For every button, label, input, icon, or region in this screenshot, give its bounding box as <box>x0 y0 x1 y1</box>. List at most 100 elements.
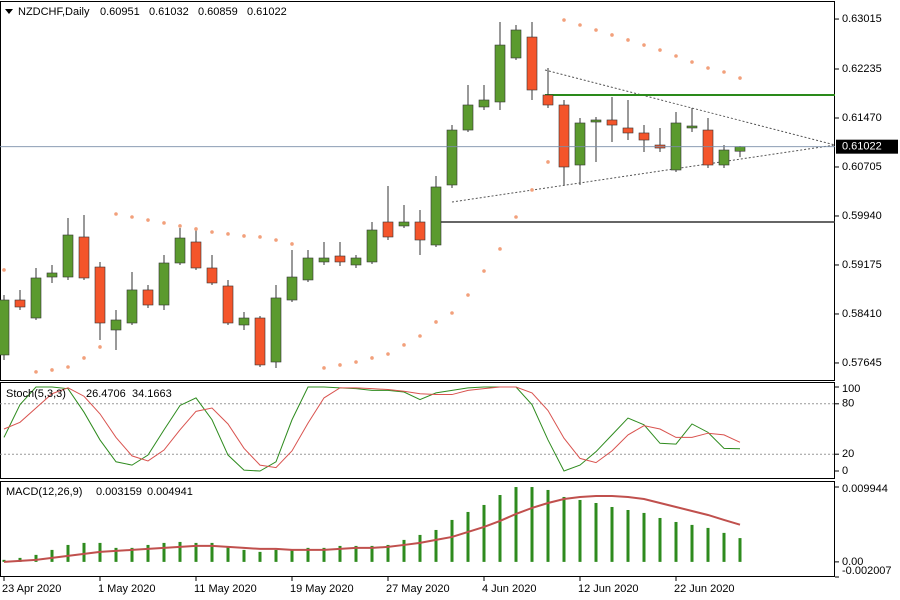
x-tick-label: 27 May 2020 <box>386 583 450 595</box>
y-tick-label: 0.59940 <box>842 210 882 222</box>
candle-body <box>702 129 714 166</box>
marks <box>0 18 835 563</box>
sar-dot <box>658 48 662 52</box>
histogram-bar <box>610 506 614 562</box>
histogram-bar <box>722 532 726 562</box>
histogram-bar <box>18 557 22 562</box>
sar-dot <box>194 227 198 231</box>
candle-body <box>78 236 90 279</box>
chart-title: NZDCHF,Daily <box>18 6 90 18</box>
menu-icon <box>5 9 13 14</box>
candle-body <box>334 255 346 263</box>
candle-body <box>302 257 314 281</box>
candle-body <box>30 277 42 319</box>
candle-body <box>686 125 698 129</box>
histogram-bar <box>66 544 70 562</box>
histogram-bar <box>562 496 566 562</box>
candle-body <box>206 267 218 284</box>
y-tick-label: 0.60705 <box>842 161 882 173</box>
candle-body <box>478 99 490 108</box>
sar-dot <box>690 60 694 64</box>
indicator-line <box>3 386 741 469</box>
candle-body <box>510 29 522 59</box>
candle-body <box>14 299 26 308</box>
candle-body <box>590 119 602 123</box>
open-value: 0.60951 <box>100 6 140 18</box>
x-tick-label: 11 May 2020 <box>194 583 257 595</box>
histogram-bar <box>370 545 374 562</box>
candle-body <box>158 262 170 306</box>
close-value: 0.61022 <box>247 6 287 18</box>
histogram-bar <box>514 487 518 562</box>
main-panel <box>0 1 835 381</box>
y-tick-label: 0.63015 <box>842 13 882 25</box>
y-tick-label: 20 <box>842 448 854 460</box>
histogram-bar <box>434 529 438 562</box>
macd-signal-value: 0.004941 <box>147 486 193 498</box>
y-tick-label: 80 <box>842 398 854 410</box>
sar-dot <box>530 188 534 192</box>
histogram-bar <box>626 509 630 562</box>
histogram-bar <box>322 547 326 562</box>
sar-dot <box>706 66 710 70</box>
histogram-bar <box>242 549 246 562</box>
sar-dot <box>146 218 150 222</box>
sar-dot <box>322 366 326 370</box>
candle-body <box>622 127 634 134</box>
candle-body <box>638 132 650 141</box>
candle-body <box>718 149 730 166</box>
candle-body <box>46 272 58 278</box>
sar-dot <box>450 311 454 315</box>
histogram-bar <box>642 512 646 562</box>
candle-body <box>190 241 202 269</box>
histogram-bar <box>2 559 6 562</box>
candle-body <box>174 237 186 264</box>
histogram-bar <box>658 517 662 562</box>
y-tick-label: 0.00 <box>842 556 863 568</box>
histogram-bar <box>594 502 598 562</box>
y-tick-label: -0.002007 <box>842 565 892 577</box>
histogram-bar <box>482 504 486 562</box>
sar-dot <box>162 221 166 225</box>
x-tick-label: 12 Jun 2020 <box>578 583 639 595</box>
histogram-bar <box>50 549 54 562</box>
sar-dot <box>498 247 502 251</box>
sar-dot <box>466 293 470 297</box>
candle-body <box>318 257 330 263</box>
y-tick-label: 0.61470 <box>842 112 882 124</box>
histogram-bar <box>498 495 502 562</box>
x-tick-label: 1 May 2020 <box>98 583 155 595</box>
sar-dot <box>562 18 566 22</box>
y-tick-label: 0.58410 <box>842 308 882 320</box>
histogram-bar <box>546 489 550 562</box>
sar-dot <box>674 54 678 58</box>
sar-dot <box>402 343 406 347</box>
histogram-bar <box>690 524 694 562</box>
sar-dot <box>114 212 118 216</box>
sar-dot <box>338 363 342 367</box>
sar-dot <box>738 76 742 80</box>
candle-body <box>222 285 234 324</box>
histogram-bar <box>210 542 214 562</box>
sar-dot <box>594 28 598 32</box>
x-tick-label: 4 Jun 2020 <box>482 583 536 595</box>
histogram-bar <box>130 547 134 562</box>
candle-body <box>270 297 282 363</box>
macd-panel <box>0 481 835 577</box>
candle-body <box>126 289 138 324</box>
sar-dot <box>210 230 214 234</box>
sar-dot <box>34 370 38 374</box>
candle-body <box>110 319 122 331</box>
histogram-bar <box>386 544 390 562</box>
sar-dot <box>546 160 550 164</box>
histogram-bar <box>450 519 454 562</box>
histogram-bar <box>114 547 118 562</box>
candle-body <box>142 289 154 306</box>
histogram-bar <box>146 544 150 562</box>
candle-body <box>94 266 106 324</box>
y-tick-label: 0.59175 <box>842 259 882 271</box>
histogram-bar <box>178 541 182 562</box>
candle-body <box>494 44 506 103</box>
